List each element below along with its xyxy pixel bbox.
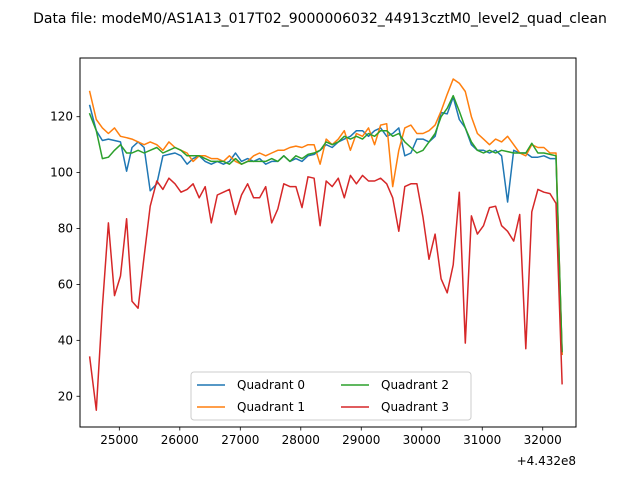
series-line-quadrant-0 — [88, 96, 563, 356]
x-axis-offset-label: +4.432e8 — [517, 454, 576, 468]
x-tick-label: 25000 — [100, 433, 138, 447]
y-tick-label: 80 — [58, 222, 73, 236]
x-axis: 25000 26000 27000 28000 29000 30000 31000 32000 — [100, 427, 562, 447]
x-tick-label: 32000 — [524, 433, 562, 447]
y-tick-label: 60 — [58, 277, 73, 291]
x-tick-label: 26000 — [161, 433, 199, 447]
legend-box — [190, 371, 472, 421]
series-layer — [88, 78, 563, 411]
series-line-quadrant-1 — [88, 78, 563, 356]
legend-label-quadrant-2: Quadrant 2 — [381, 378, 449, 392]
x-tick-label: 31000 — [463, 433, 501, 447]
chart-title: Data file: modeM0/AS1A13_017T02_90000060… — [33, 11, 607, 27]
y-tick-label: 40 — [58, 333, 73, 347]
x-tick-label: 30000 — [403, 433, 441, 447]
legend-label-quadrant-0: Quadrant 0 — [237, 378, 305, 392]
y-tick-label: 120 — [50, 110, 73, 124]
series-line-quadrant-2 — [88, 94, 563, 353]
plot-frame — [79, 57, 577, 428]
x-tick-label: 29000 — [342, 433, 380, 447]
y-axis: 20 40 60 80 100 120 — [50, 110, 80, 403]
legend-label-quadrant-1: Quadrant 1 — [237, 400, 305, 414]
y-tick-label: 100 — [50, 166, 73, 180]
x-tick-label: 27000 — [221, 433, 259, 447]
x-tick-label: 28000 — [282, 433, 320, 447]
legend-label-quadrant-3: Quadrant 3 — [381, 400, 449, 414]
series-line-quadrant-3 — [88, 174, 563, 411]
legend: Quadrant 0 Quadrant 1 Quadrant 2 Quadrant 3 — [190, 371, 472, 421]
y-tick-label: 20 — [58, 389, 73, 403]
